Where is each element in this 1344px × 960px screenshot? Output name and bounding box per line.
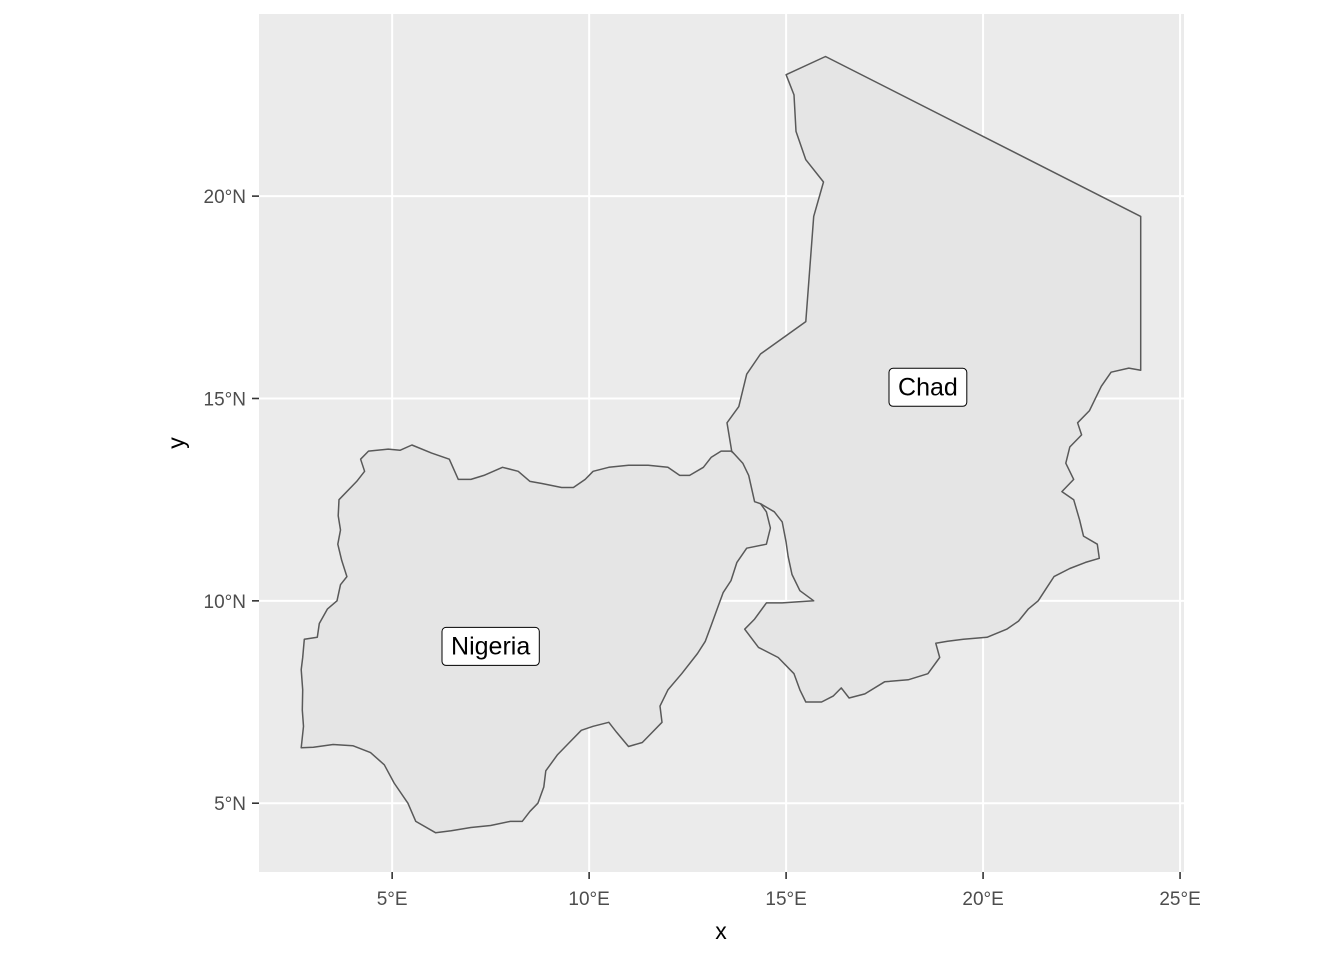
nigeria-label: Nigeria	[441, 626, 540, 666]
chad-label-box	[888, 367, 968, 407]
x-tick-label-2: 15°E	[765, 889, 806, 910]
x-tick-label-1: 10°E	[568, 889, 609, 910]
axes: 5°E 10°E 15°E 20°E 25°E 5°N 10°N 15°N 20°N	[204, 187, 1201, 910]
y-axis-title: y	[163, 437, 189, 449]
y-tick-label-0: 5°N	[214, 794, 246, 815]
chad-label-text: Chad	[898, 373, 958, 401]
country-labels: Nigeria Chad	[441, 367, 968, 666]
nigeria-label-text: Nigeria	[451, 632, 530, 660]
x-tick-label-4: 25°E	[1159, 889, 1200, 910]
chad-label: Chad	[888, 367, 968, 407]
y-tick-label-3: 20°N	[204, 187, 246, 208]
x-axis-title: x	[715, 918, 727, 944]
y-tick-label-1: 10°N	[204, 592, 246, 613]
x-tick-label-3: 20°E	[962, 889, 1003, 910]
x-tick-label-0: 5°E	[377, 889, 408, 910]
y-tick-label-2: 15°N	[204, 389, 246, 410]
nigeria-label-box	[441, 626, 540, 666]
